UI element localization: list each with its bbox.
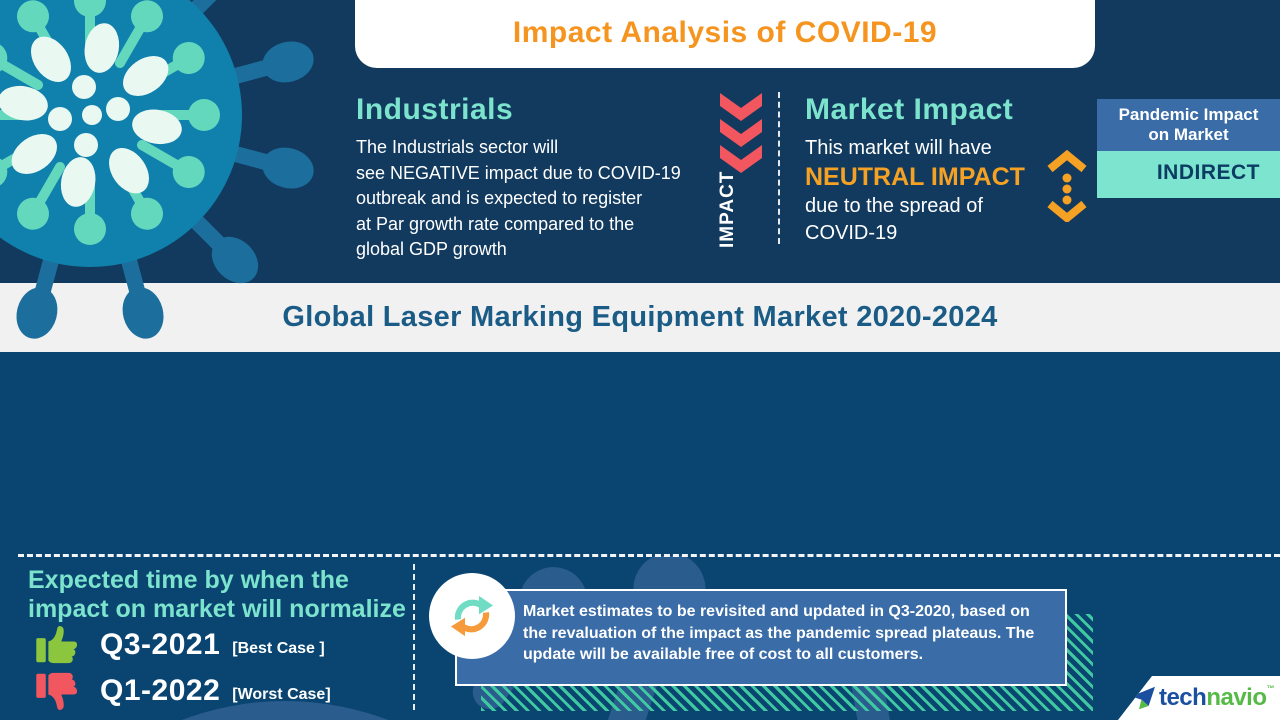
logo-trademark: ™ xyxy=(1266,684,1275,693)
triple-chevron-down-icon xyxy=(720,93,762,173)
market-impact-highlight: NEUTRAL IMPACT xyxy=(805,163,1025,191)
industrials-body-line: The Industrials sector will xyxy=(356,137,559,157)
market-impact-heading: Market Impact xyxy=(805,93,1014,126)
industrials-body-line: global GDP growth xyxy=(356,239,507,259)
note-refresh-badge xyxy=(429,573,515,659)
neutral-impact-icon xyxy=(1047,150,1087,222)
pandemic-impact-badge-value: INDIRECT xyxy=(1097,151,1280,198)
divider-dashed-vertical xyxy=(778,92,780,244)
market-impact-block: Market Impact This market will have NEUT… xyxy=(805,93,1045,247)
coronavirus-illustration xyxy=(0,0,314,339)
worst-case-quarter: Q1-2022 xyxy=(100,674,221,707)
market-title: Global Laser Marking Equipment Market 20… xyxy=(282,301,998,333)
title-band: Global Laser Marking Equipment Market 20… xyxy=(0,283,1280,352)
market-impact-line: due to the spread of xyxy=(805,195,983,217)
timeline-heading-line: impact on market will normalize xyxy=(28,595,406,623)
bottom-section: Expected time by when the impact on mark… xyxy=(0,556,1280,720)
timeline-best-case-row: Q3-2021 [Best Case ] xyxy=(36,626,325,664)
timeline-heading-line: Expected time by when the xyxy=(28,566,349,594)
pandemic-impact-badge: Pandemic Impact on Market INDIRECT xyxy=(1097,99,1280,198)
stats-band: Market growth will ACCELERATE at a CAGR … xyxy=(0,352,1280,720)
industrials-block: Industrials The Industrials sector will … xyxy=(356,93,726,263)
divider-dashed-vertical xyxy=(413,564,415,710)
logo-text-tech: tech xyxy=(1158,684,1207,711)
divider-dashed-horizontal xyxy=(18,554,1280,557)
technavio-logo: technavio™ xyxy=(1118,676,1280,720)
industrials-body-line: outbreak and is expected to register xyxy=(356,188,643,208)
refresh-icon xyxy=(451,595,493,637)
logo-text-navio: navio xyxy=(1206,684,1267,711)
banner-title: Impact Analysis of COVID-19 xyxy=(355,0,1095,68)
thumbs-down-icon xyxy=(36,672,78,710)
timeline-heading: Expected time by when the impact on mark… xyxy=(28,566,406,624)
worst-case-label: [Worst Case] xyxy=(232,686,331,703)
industrials-body-line: see NEGATIVE impact due to COVID-19 xyxy=(356,162,681,183)
pandemic-impact-badge-title: Pandemic Impact on Market xyxy=(1097,99,1280,151)
market-impact-line: This market will have xyxy=(805,137,992,159)
timeline-worst-case-row: Q1-2022 [Worst Case] xyxy=(36,672,331,710)
best-case-quarter: Q3-2021 xyxy=(100,628,221,661)
best-case-label: [Best Case ] xyxy=(232,640,325,657)
industrials-body-line: at Par growth rate compared to the xyxy=(356,213,635,234)
technavio-logo-icon xyxy=(1130,686,1155,710)
industrials-heading: Industrials xyxy=(356,93,514,126)
thumbs-up-icon xyxy=(36,626,78,664)
market-impact-line: COVID-19 xyxy=(805,222,898,244)
note-box: Market estimates to be revisited and upd… xyxy=(455,589,1067,686)
